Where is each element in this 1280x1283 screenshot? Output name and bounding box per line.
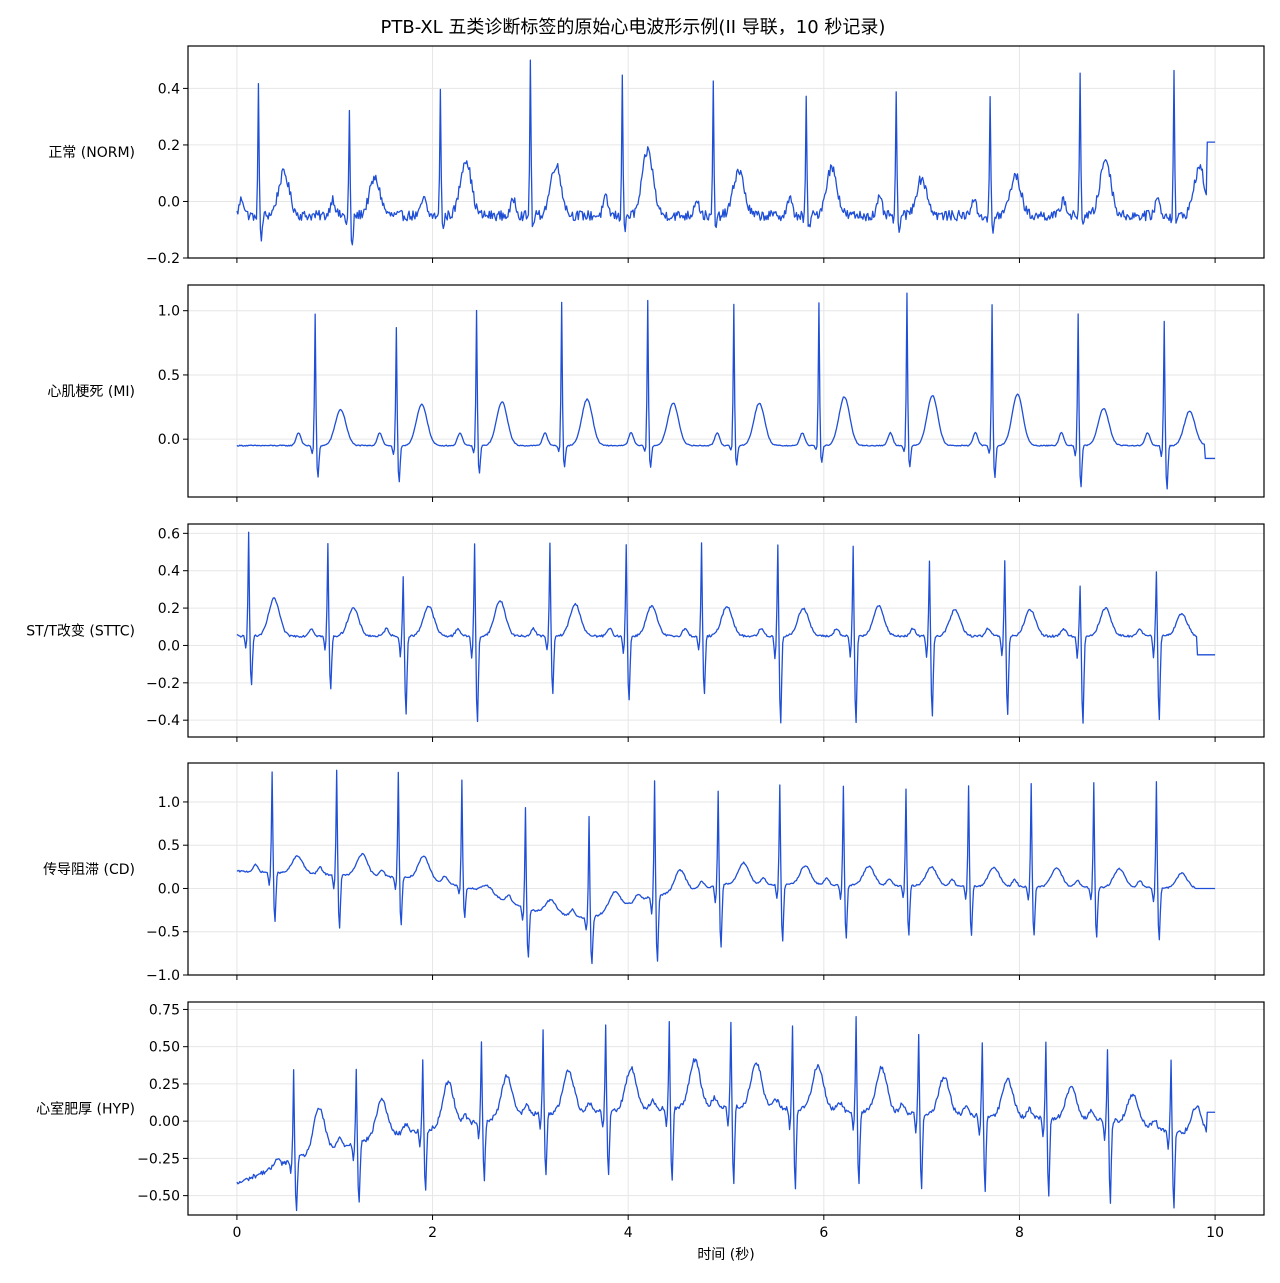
y-tick-label: 0.0 [158, 432, 180, 448]
y-tick-label: −0.25 [137, 1151, 180, 1167]
y-tick-label: 0.2 [158, 138, 180, 154]
y-tick-label: 0.25 [149, 1077, 180, 1093]
grid [188, 285, 1264, 497]
figure-title: PTB-XL 五类诊断标签的原始心电波形示例(II 导联，10 秒记录) [381, 17, 886, 38]
panel-1: −0.2 0.0 0.2 0.4 正常 (NORM) [48, 45, 1265, 267]
axes-frame [187, 762, 1265, 976]
grid [188, 763, 1264, 976]
y-tick-label: 0.5 [158, 368, 180, 384]
y-tick-label: 0.75 [149, 1002, 180, 1018]
y-tick-label: −0.2 [146, 251, 180, 267]
y-tick-label: 0.5 [158, 838, 180, 854]
axes-frame [187, 284, 1265, 498]
ecg-trace [236, 59, 1216, 246]
x-tick-label: 6 [819, 1225, 828, 1241]
panel-y-label: 心室肥厚 (HYP) [36, 1101, 135, 1118]
grid [188, 524, 1264, 737]
x-tick-label: 4 [624, 1225, 633, 1241]
panel-4: −1.0 −0.5 0.0 0.5 1.0 传导阻滞 (CD) [43, 762, 1265, 984]
axes-frame [187, 1001, 1265, 1216]
x-tick-label: 2 [428, 1225, 437, 1241]
panel-2: 0.0 0.5 1.0 心肌梗死 (MI) [47, 284, 1265, 502]
y-tick-label: 0.4 [158, 81, 180, 97]
panel-y-label: 传导阻滞 (CD) [43, 862, 135, 878]
axes-frame [187, 45, 1265, 259]
y-tick-label: −0.50 [137, 1189, 180, 1205]
y-tick-label: 0.2 [158, 601, 180, 617]
panels: −0.2 0.0 0.2 0.4 正常 (NORM) 0.0 0.5 1.0 心肌梗死 (MI)… [26, 45, 1265, 1241]
panel-y-label: ST/T改变 (STTC) [26, 624, 135, 640]
x-tick-label: 8 [1015, 1225, 1024, 1241]
axes-frame [187, 523, 1265, 738]
y-tick-label: 0.0 [158, 638, 180, 654]
ecg-trace [236, 292, 1216, 490]
y-tick-label: −0.5 [146, 925, 180, 941]
panel-y-label: 正常 (NORM) [48, 145, 135, 161]
y-tick-label: 1.0 [158, 304, 180, 320]
y-tick-label: 0.0 [158, 194, 180, 210]
x-axis-label: 时间 (秒) [697, 1247, 754, 1263]
y-tick-label: −0.2 [146, 676, 180, 692]
panel-3: −0.4 −0.2 0.0 0.2 0.4 0.6 ST/T改变 (STTC) [26, 523, 1265, 742]
y-tick-label: 0.6 [158, 526, 180, 542]
grid [188, 1002, 1264, 1215]
panel-5: −0.50 −0.25 0.00 0.25 0.50 0.75 0 2 4 6 8 10 心室肥厚 (H… [36, 1001, 1265, 1241]
y-tick-label: −0.4 [146, 713, 180, 729]
x-tick-label: 0 [232, 1225, 241, 1241]
ecg-trace [236, 531, 1216, 724]
y-tick-label: 0.0 [158, 881, 180, 897]
ecg-trace [236, 1016, 1216, 1212]
y-tick-label: 0.00 [149, 1114, 180, 1130]
panel-y-label: 心肌梗死 (MI) [47, 384, 135, 400]
y-tick-label: 1.0 [158, 795, 180, 811]
ecg-trace [236, 769, 1216, 965]
y-tick-label: −1.0 [146, 968, 180, 984]
x-tick-label: 10 [1206, 1225, 1224, 1241]
y-tick-label: 0.50 [149, 1040, 180, 1056]
y-tick-label: 0.4 [158, 564, 180, 580]
